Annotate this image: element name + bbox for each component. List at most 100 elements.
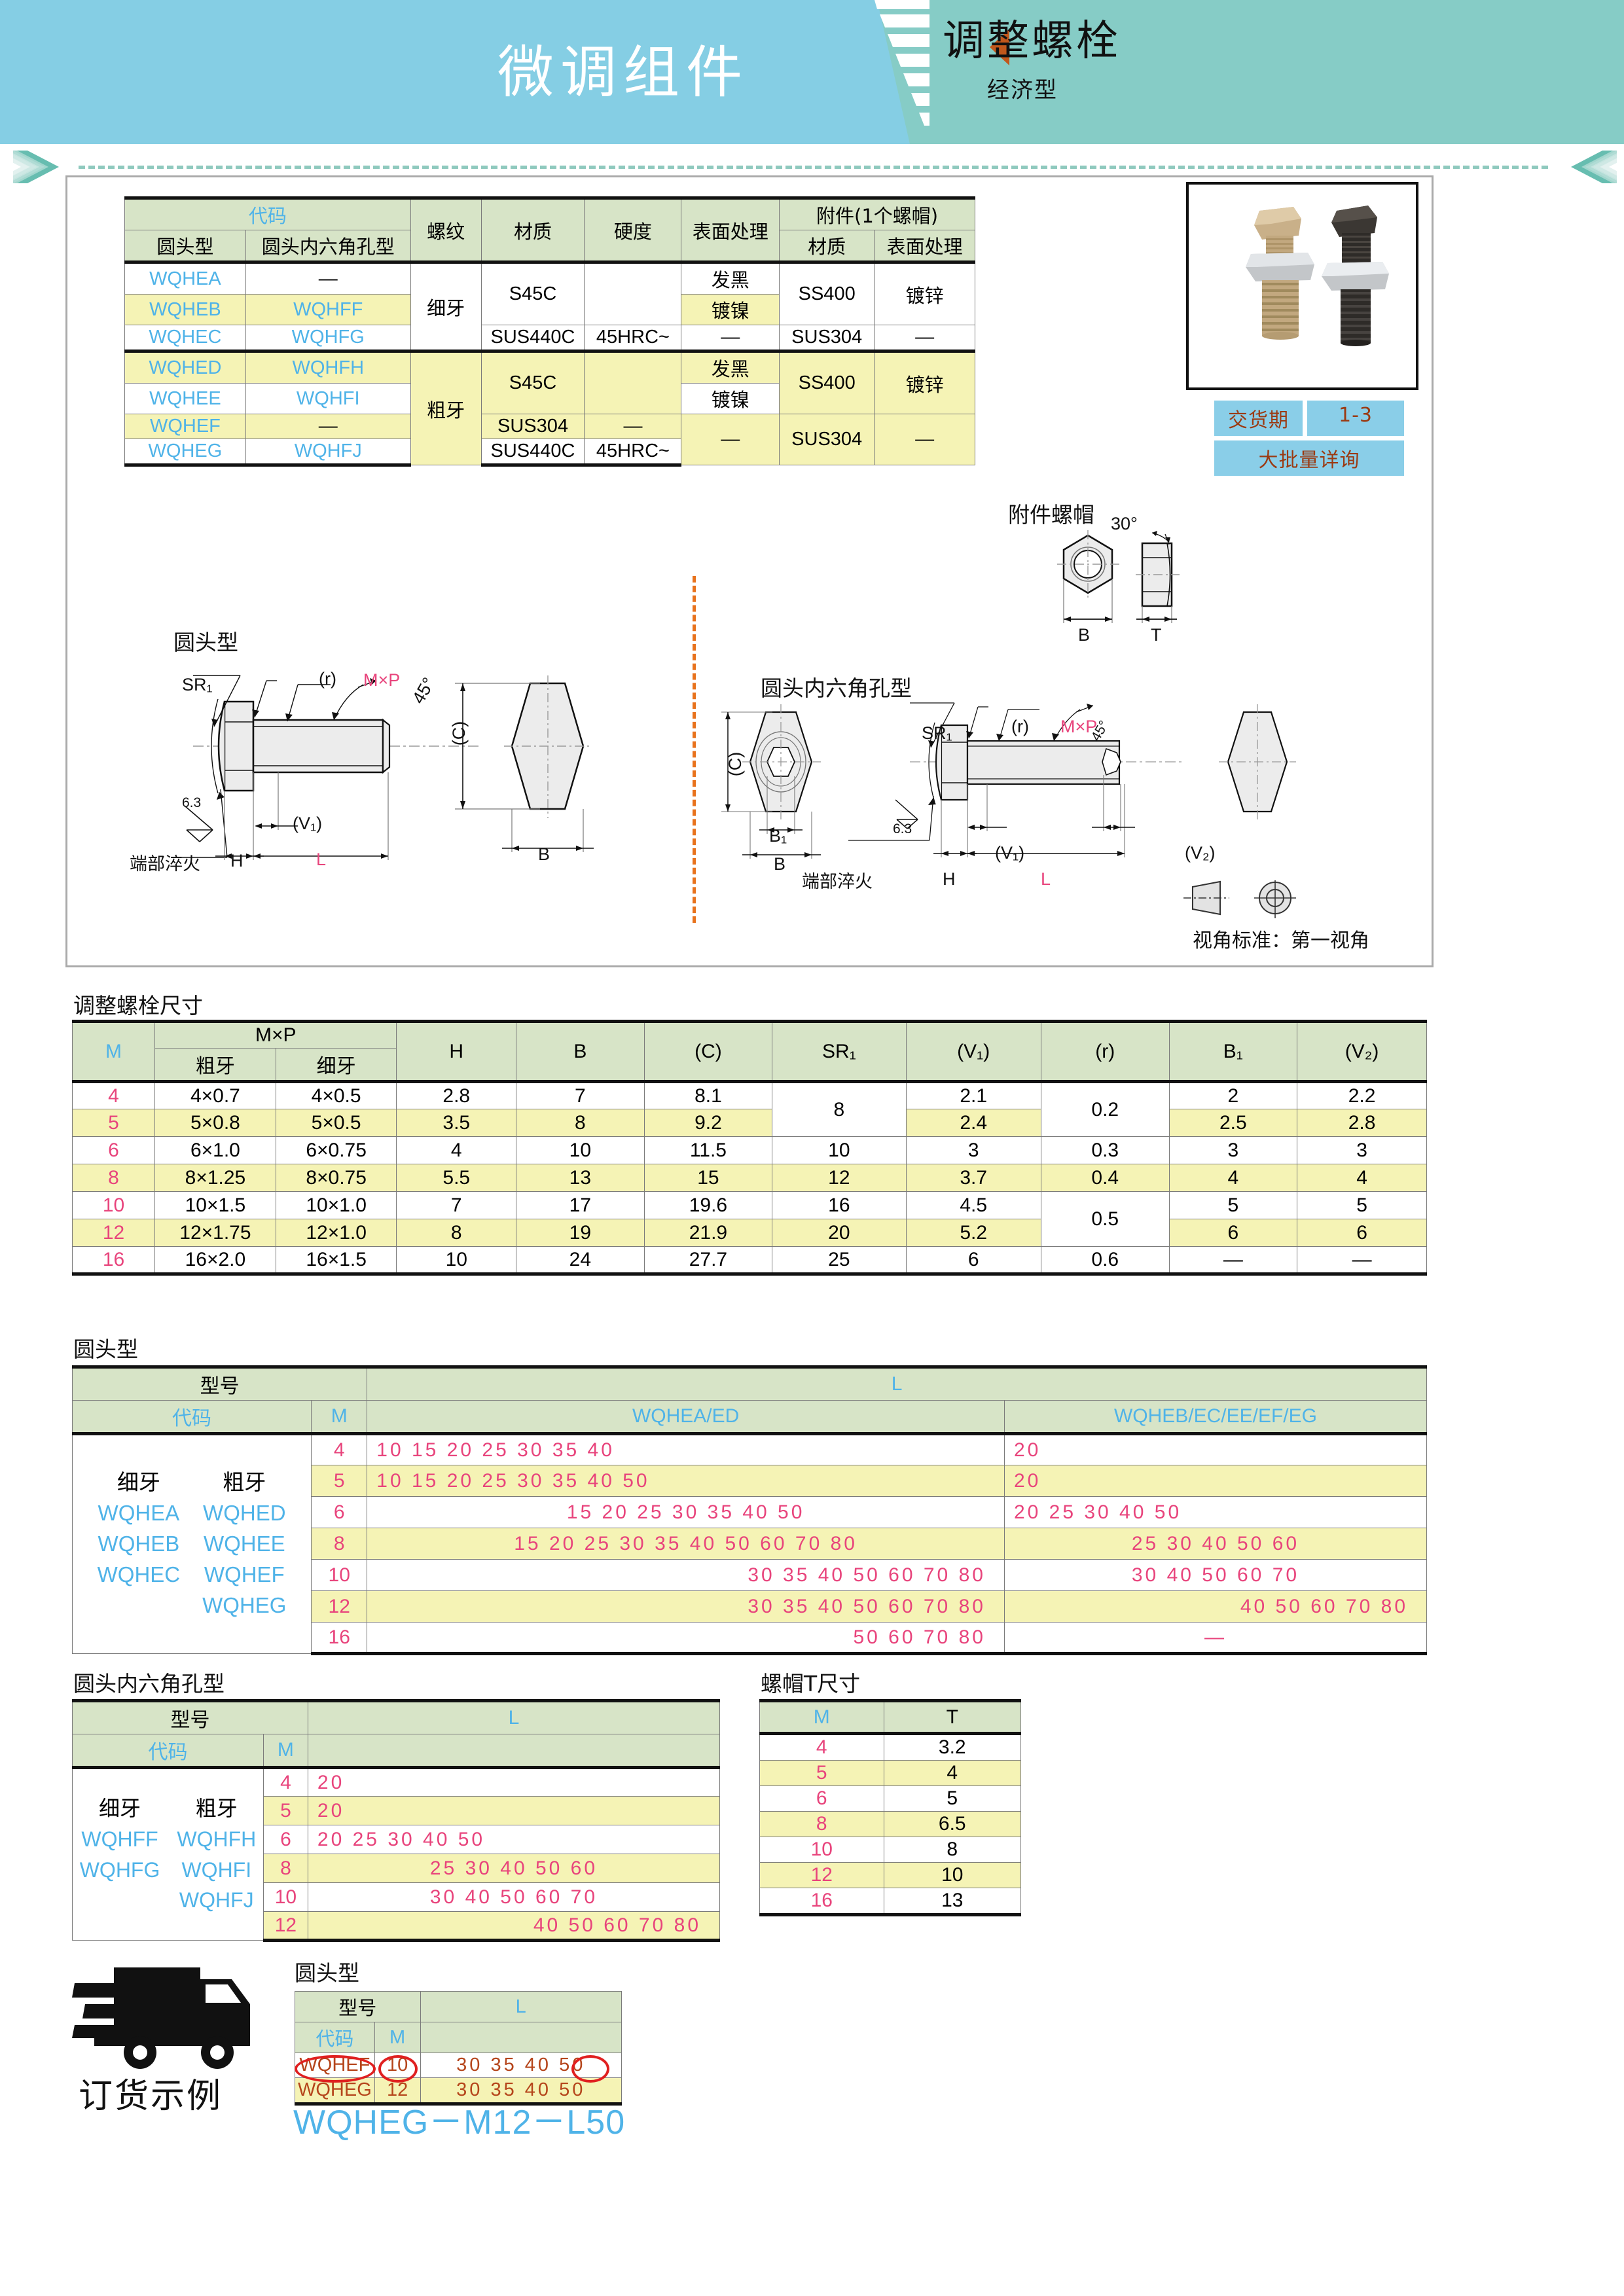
spec-cell-hardness-blank-2 (584, 350, 682, 414)
rh-cell-b: 40 50 60 70 80 (1003, 1590, 1428, 1623)
oe-cell-m: 10 (374, 2053, 421, 2078)
spec-cell-surface-black-2: 发黑 (681, 350, 780, 384)
dim-cell-h: 8 (396, 1219, 517, 1247)
spec-cell-thread-coarse: 粗牙 (410, 350, 482, 465)
hs-code-block: 细牙 WQHFF WQHFG 粗牙 WQHFH WQHFI WQHFJ (72, 1766, 264, 1941)
dim-group-mxp: M×P (154, 1020, 397, 1049)
spec-cell-surface-dash-2: — (681, 414, 780, 465)
dim-cell-c: 15 (643, 1164, 773, 1192)
dim-cell-coarse: 12×1.75 (154, 1219, 276, 1247)
dim-cell-sr1: 12 (772, 1164, 907, 1192)
dim-cell-c: 11.5 (643, 1136, 773, 1164)
spec-group-code: 代码 (124, 196, 411, 230)
label-mxp-left: M×P (363, 670, 401, 690)
hs-table-caption: 圆头内六角孔型 (73, 1671, 225, 1696)
page-title: 微调组件 (497, 40, 749, 105)
dim-cell-v1: 6 (905, 1246, 1041, 1276)
spec-col-hardness: 硬度 (584, 196, 682, 262)
dim-cell-b: 19 (516, 1219, 645, 1247)
label-end-quench-left: 端部淬火 (130, 854, 200, 874)
dim-cell-m: 12 (71, 1219, 156, 1247)
delivery-badges: 交货期 1-3 大批量详询 (1214, 401, 1404, 480)
dim-cell-b1: 6 (1168, 1219, 1298, 1247)
spec-cell-acc-surf-zinc-2: 镀锌 (874, 350, 975, 414)
rh-cell-a: 15 20 25 30 35 40 50 60 70 80 (367, 1528, 1005, 1560)
nut-table-caption: 螺帽T尺寸 (761, 1671, 861, 1696)
spec-col-round-head: 圆头型 (124, 230, 246, 262)
page-header: 微调组件 调整螺栓 经济型 (0, 0, 1624, 144)
round-head-drawing-title: 圆头型 (173, 630, 238, 655)
hs-cell-l: 20 (307, 1796, 721, 1825)
spec-cell-hex-c: WQHFG (245, 325, 411, 351)
dim-cell-b1: — (1168, 1246, 1298, 1276)
dim-cell-coarse: 8×1.25 (154, 1164, 276, 1192)
dim-cell-h: 7 (396, 1191, 517, 1219)
chevron-left-icon (1519, 148, 1617, 186)
table-row: 细牙 WQHEA WQHEB WQHEC 粗牙 WQHED WQHEE WQHE… (71, 1432, 1428, 1654)
dim-cell-b: 17 (516, 1191, 645, 1219)
header-zigzag-divider (812, 0, 929, 144)
spec-col-acc-material: 材质 (779, 230, 875, 262)
hs-coarse-label: 粗牙 (195, 1796, 238, 1821)
dim-cell-fine: 16×1.5 (275, 1246, 397, 1276)
dim-cell-c: 27.7 (643, 1246, 773, 1276)
dim-col-fine: 细牙 (275, 1048, 397, 1082)
rh-code-coarse-3: WQHEG (202, 1592, 287, 1617)
dim-cell-b: 13 (516, 1164, 645, 1192)
table-row: 10 30 40 50 60 70 (73, 1882, 721, 1912)
nt-cell-t: 5 (883, 1785, 1022, 1812)
spec-col-thread: 螺纹 (410, 196, 482, 262)
drawing-divider (693, 576, 696, 923)
dim-cell-v1: 3 (905, 1136, 1041, 1164)
header-right-band (844, 0, 1624, 144)
label-b1-right: B₁ (769, 826, 787, 846)
hs-group-model: 型号 (72, 1699, 308, 1734)
hs-cell-l: 20 25 30 40 50 (307, 1825, 721, 1854)
label-h-left: H (230, 851, 244, 870)
round-head-length-table: 型号 L 代码 M WQHEA/ED WQHEB/EC/EE/EF/EG 细牙 … (71, 1365, 1428, 1655)
bulk-inquiry-badge: 大批量详询 (1214, 440, 1404, 476)
dim-cell-r: 0.6 (1040, 1246, 1170, 1276)
truck-icon (72, 1957, 262, 2088)
nt-cell-m: 8 (759, 1811, 884, 1837)
dim-cell-coarse: 16×2.0 (154, 1246, 276, 1276)
spec-cell-material-sus440c-1: SUS440C (480, 325, 585, 351)
spec-cell-material-s45c-1: S45C (480, 260, 585, 325)
dim-cell-h: 10 (396, 1246, 517, 1276)
lead-time-value: 1-3 (1307, 401, 1404, 436)
hs-cell-m: 4 (262, 1766, 308, 1797)
dim-cell-sr1: 25 (772, 1246, 907, 1276)
spec-cell-thread-fine: 细牙 (410, 260, 482, 351)
hs-group-l: L (307, 1699, 721, 1734)
dim-cell-v1: 2.4 (905, 1109, 1041, 1137)
table-row: WQHED WQHFH 粗牙 S45C 发黑 SS400 镀锌 (124, 350, 975, 465)
label-mxp-right: M×P (1060, 717, 1098, 736)
hs-col-code: 代码 (72, 1734, 264, 1768)
table-row: 12 12×1.75 12×1.0 8 19 21.9 20 5.2 6 6 (71, 1219, 1427, 1247)
spec-cell-acc-surf-dash-1: — (874, 325, 975, 351)
rh-cell-a: 15 20 25 30 35 40 50 (367, 1496, 1005, 1528)
dim-cell-fine: 12×1.0 (275, 1219, 397, 1247)
rh-cell-m: 10 (311, 1559, 368, 1591)
dim-cell-coarse: 5×0.8 (154, 1109, 276, 1137)
hs-code-fine-1: WQHFG (79, 1857, 160, 1882)
nut-thickness-table: M T 4 3.2 5 4 6 5 8 6.5 10 8 12 10 16 13 (759, 1699, 1022, 1916)
label-sr1-left: SR₁ (182, 675, 213, 694)
dim-col-r: (r) (1040, 1020, 1170, 1082)
spec-cell-hex-b: WQHFF (245, 294, 411, 325)
nt-cell-m: 12 (759, 1862, 884, 1888)
rh-cell-a: 30 35 40 50 60 70 80 (367, 1590, 1005, 1623)
rh-cell-a: 30 35 40 50 60 70 80 (367, 1559, 1005, 1591)
dim-cell-m: 10 (71, 1191, 156, 1219)
spec-cell-hardness-45hrc-1: 45HRC~ (584, 325, 682, 351)
rh-cell-b: 20 (1003, 1465, 1428, 1497)
spec-cell-acc-surf-zinc-1: 镀锌 (874, 260, 975, 325)
label-r-right: (r) (1011, 717, 1029, 736)
dashed-rule (79, 166, 1548, 169)
rh-cell-b: 30 40 50 60 70 (1003, 1559, 1428, 1591)
table-row: 6 5 (759, 1785, 1022, 1812)
oe-group-l: L (420, 1991, 622, 2022)
view-angle-label: 视角标准：第一视角 (1193, 930, 1369, 952)
spec-cell-surface-nickel-1: 镀镍 (681, 294, 780, 325)
dim-cell-v2: 5 (1297, 1191, 1427, 1219)
